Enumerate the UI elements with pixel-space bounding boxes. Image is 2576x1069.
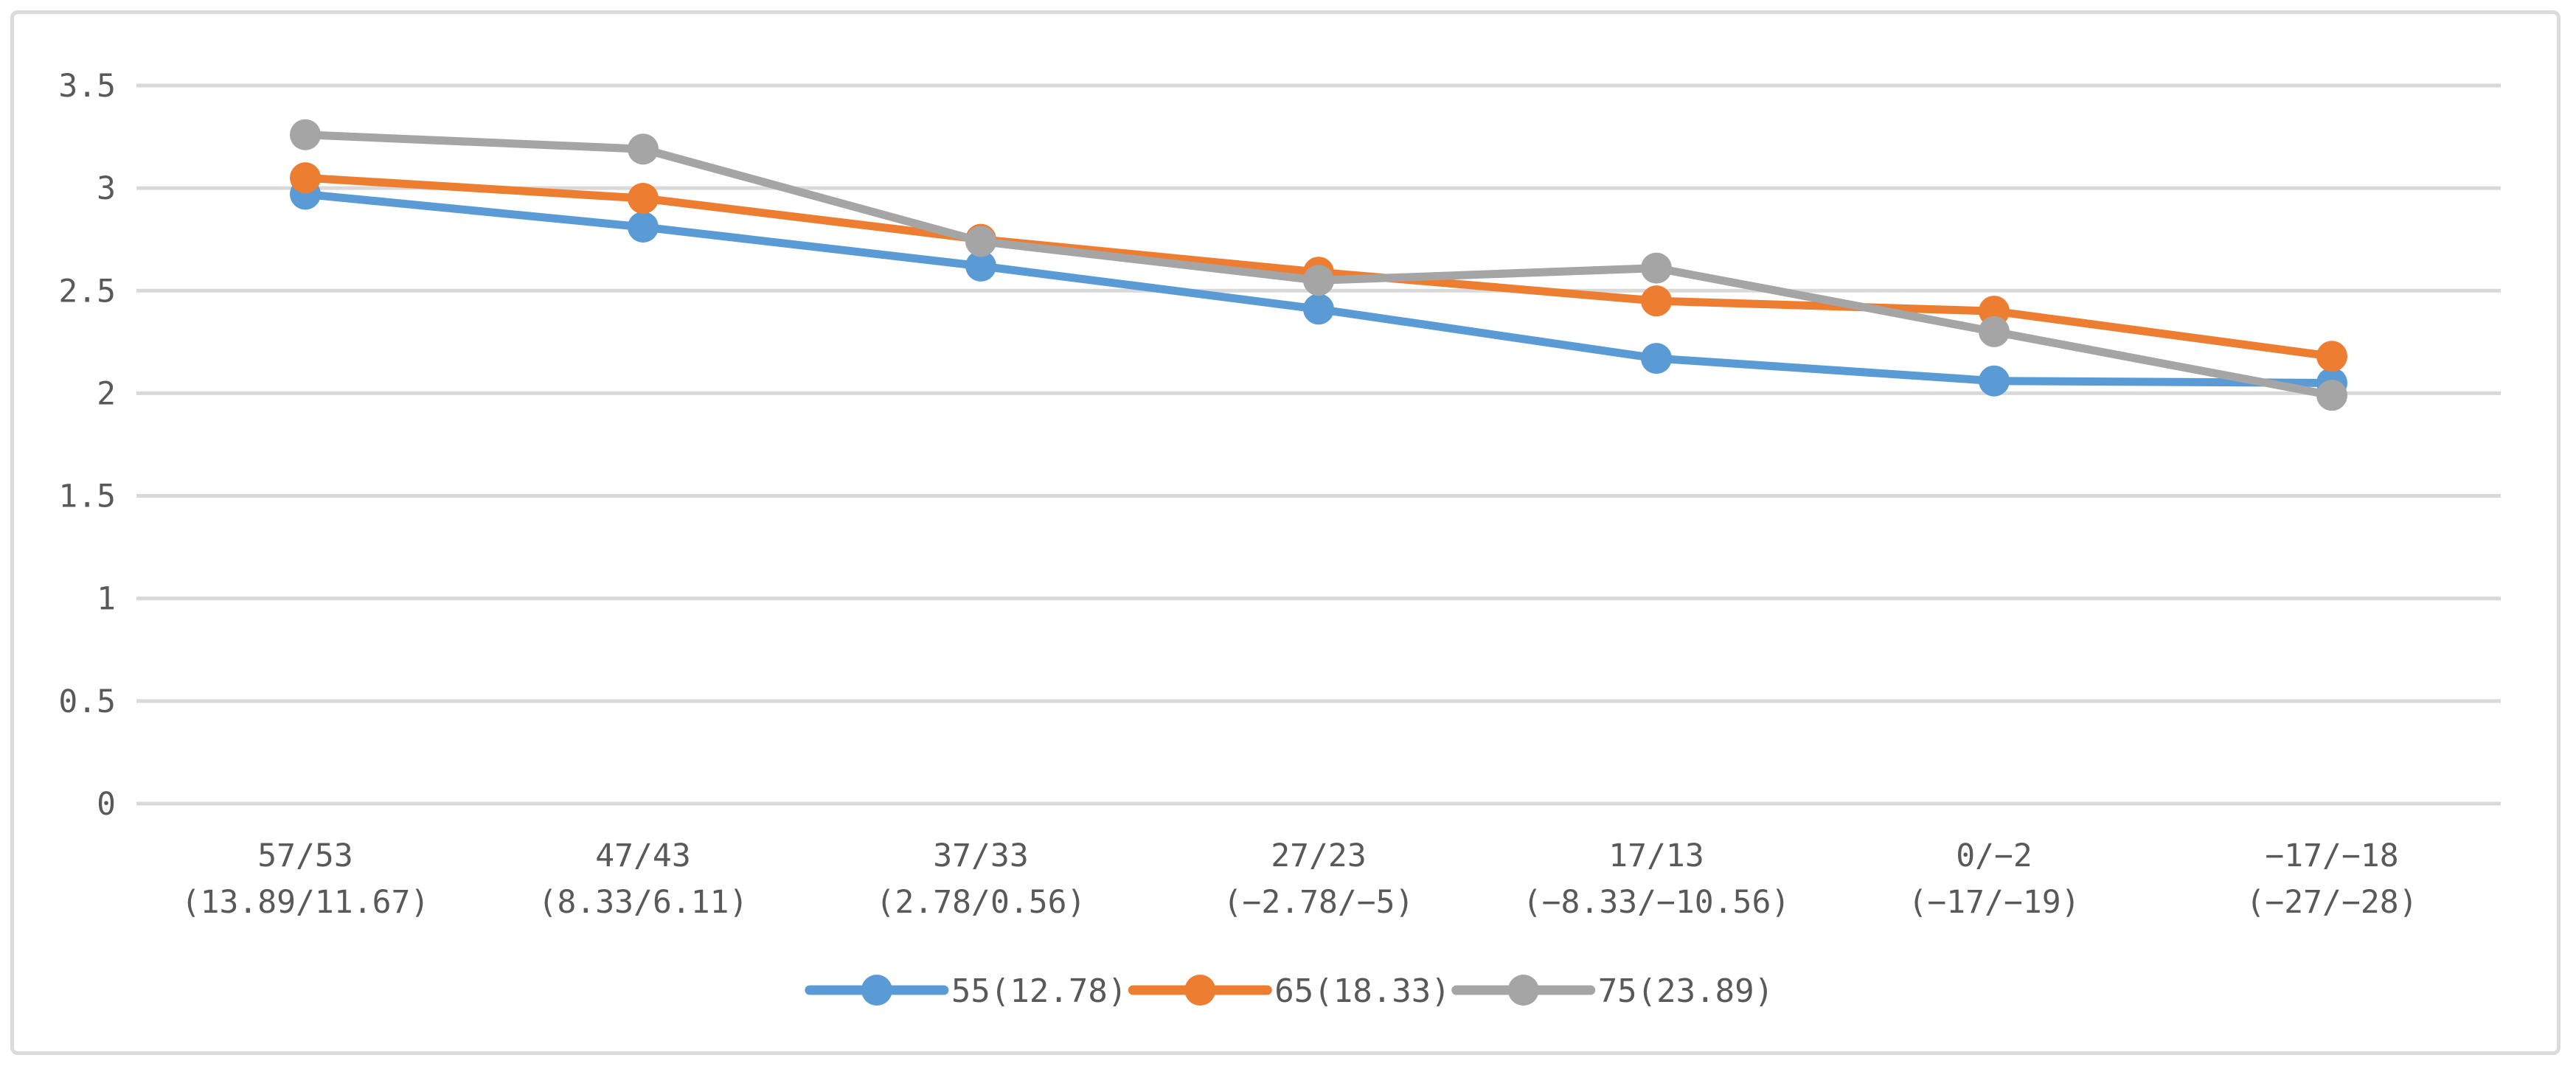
data-point-marker [628, 183, 659, 215]
legend-item: 65(18.33) [1128, 972, 1451, 1010]
x-axis-label-line2: (−2.78/−5) [1223, 884, 1414, 921]
y-axis-tick-label: 2 [97, 375, 116, 412]
data-point-marker [628, 133, 659, 165]
x-axis-label-line2: (13.89/11.67) [181, 884, 430, 921]
data-point-marker [1303, 293, 1334, 325]
y-axis-tick-label: 1 [97, 581, 116, 618]
data-point-marker [290, 162, 321, 194]
legend-swatch-marker [1507, 975, 1539, 1006]
legend-item: 75(23.89) [1451, 972, 1774, 1010]
legend-label: 75(23.89) [1598, 972, 1774, 1010]
y-axis-tick-label: 3.5 [58, 68, 116, 105]
data-point-marker [1641, 285, 1672, 317]
data-point-marker [628, 211, 659, 243]
chart-frame: 0 0.5 1 1.5 2 2.5 3 3.5 57/53 (13.89/11.67) 47/43 (… [10, 10, 2561, 1055]
data-point-marker [965, 250, 996, 282]
legend-swatch-marker [1184, 975, 1216, 1006]
legend-label: 55(12.78) [951, 972, 1127, 1010]
legend-swatch-marker [861, 975, 892, 1006]
x-axis-label-line1: 0/−2 [1956, 838, 2032, 874]
data-point-marker [1303, 265, 1334, 296]
x-axis-label-line2: (2.78/0.56) [876, 884, 1086, 921]
x-axis-label-line1: 47/43 [595, 838, 690, 874]
data-point-marker [2316, 341, 2347, 372]
x-axis-label-line2: (−27/−28) [2246, 884, 2418, 921]
x-axis-label-line1: 37/33 [933, 838, 1028, 874]
y-axis-tick-label: 1.5 [58, 478, 116, 515]
y-axis-tick-label: 0.5 [58, 683, 116, 720]
x-axis-label-line2: (−17/−19) [1909, 884, 2080, 921]
y-axis-tick-label: 2.5 [58, 273, 116, 310]
legend-label: 65(18.33) [1274, 972, 1450, 1010]
x-axis-label-line1: 57/53 [257, 838, 353, 874]
data-point-marker [1979, 365, 2010, 397]
data-point-marker [290, 119, 321, 150]
y-axis-tick-label: 0 [97, 786, 116, 823]
legend-item: 55(12.78) [805, 972, 1127, 1010]
data-point-marker [965, 226, 996, 257]
data-point-marker [1641, 252, 1672, 284]
x-axis-label-line1: 17/13 [1608, 838, 1704, 874]
x-axis-label-line2: (8.33/6.11) [538, 884, 749, 921]
data-point-marker [1641, 343, 1672, 375]
y-axis-tick-label: 3 [97, 170, 116, 207]
x-axis-label-line1: −17/−18 [2265, 838, 2398, 874]
x-axis-label-line1: 27/23 [1271, 838, 1366, 874]
data-point-marker [2316, 380, 2347, 411]
x-axis-label-line2: (−8.33/−10.56) [1523, 884, 1790, 921]
line-chart: 0 0.5 1 1.5 2 2.5 3 3.5 57/53 (13.89/11.67) 47/43 (… [58, 68, 2501, 1010]
data-point-marker [1979, 316, 2010, 347]
